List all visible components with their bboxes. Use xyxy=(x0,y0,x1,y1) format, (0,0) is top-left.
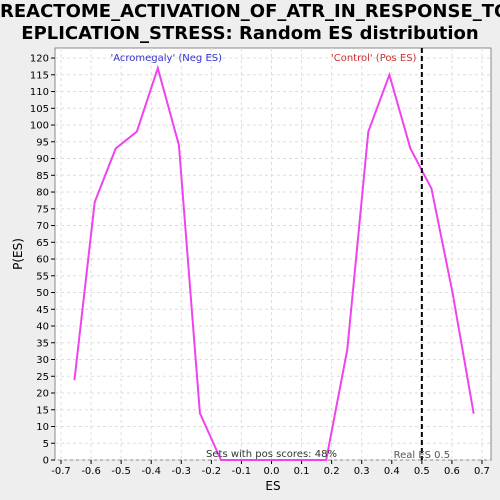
y-tick-label: 90 xyxy=(36,154,49,165)
es-distribution-line xyxy=(73,64,475,461)
y-tick-label: 10 xyxy=(36,422,49,433)
x-tick-label: 0.7 xyxy=(474,466,490,477)
data-point xyxy=(93,201,96,203)
y-tick-label: 110 xyxy=(30,87,49,98)
real-es-label: Real ES 0.5 xyxy=(394,450,450,461)
y-tick-label: 95 xyxy=(36,137,49,148)
x-tick-label: 0.5 xyxy=(414,466,430,477)
y-tick-label: 50 xyxy=(36,288,49,299)
y-tick-label: 15 xyxy=(36,405,49,416)
data-point xyxy=(367,130,370,133)
y-tick-label: 65 xyxy=(36,238,49,249)
y-tick-label: 100 xyxy=(30,121,49,132)
y-tick-label: 120 xyxy=(30,54,49,65)
x-tick-label: 0.4 xyxy=(384,466,400,477)
x-tick-label: -0.4 xyxy=(141,466,161,477)
y-tick-label: 85 xyxy=(36,171,49,182)
y-tick-label: 25 xyxy=(36,372,49,383)
grid-lines xyxy=(55,48,491,461)
data-point xyxy=(114,147,117,150)
x-tick-label: -0.2 xyxy=(202,466,222,477)
y-tick-label: 115 xyxy=(30,70,49,81)
pos-scores-label: Sets with pos scores: 48% xyxy=(206,449,337,460)
pos-es-label: 'Control' (Pos ES) xyxy=(331,53,417,64)
y-tick-label: 5 xyxy=(43,439,49,450)
y-tick-label: 0 xyxy=(43,456,49,467)
data-point xyxy=(135,130,138,133)
y-tick-label: 70 xyxy=(36,221,49,232)
x-tick-label: -0.3 xyxy=(172,466,192,477)
y-tick-label: 45 xyxy=(36,305,49,316)
data-point xyxy=(388,73,391,76)
series-layer xyxy=(73,64,475,461)
data-point xyxy=(262,459,264,461)
y-axis-title: P(ES) xyxy=(11,238,25,270)
data-point xyxy=(409,147,412,150)
y-tick-label: 60 xyxy=(36,255,49,266)
x-tick-label: 0.1 xyxy=(294,466,310,477)
y-tick-label: 75 xyxy=(36,204,49,215)
x-tick-label: 0.0 xyxy=(264,466,280,477)
y-axis: 0 5 10 15 20 25 30 35 40 45 50 55 60 65 70 75 80 85 90 95 10… xyxy=(30,54,55,467)
x-tick-label: 0.6 xyxy=(444,466,460,477)
data-point xyxy=(325,459,328,461)
x-tick-label: -0.5 xyxy=(111,466,131,477)
data-point xyxy=(157,67,159,69)
x-tick-label: 0.2 xyxy=(324,466,340,477)
neg-es-label: 'Acromegaly' (Neg ES) xyxy=(110,53,222,64)
x-tick-label: 0.3 xyxy=(354,466,370,477)
x-axis: -0.7 -0.6 -0.5 -0.4 -0.3 -0.2 -0.1 0.0 0.1 0.2 0.3… xyxy=(51,460,490,477)
data-point xyxy=(451,291,454,294)
y-tick-label: 80 xyxy=(36,188,49,199)
data-point xyxy=(241,459,243,461)
data-point xyxy=(472,412,475,414)
data-point xyxy=(430,187,433,190)
data-point xyxy=(220,459,222,461)
data-point xyxy=(199,412,201,414)
x-tick-label: -0.1 xyxy=(232,466,252,477)
x-tick-label: -0.7 xyxy=(51,466,71,477)
y-tick-label: 20 xyxy=(36,389,49,400)
data-point xyxy=(346,348,349,351)
x-tick-label: -0.6 xyxy=(81,466,101,477)
x-axis-title: ES xyxy=(265,479,280,493)
chart-title-line-2: EPLICATION_STRESS: Random ES distributio… xyxy=(21,23,479,44)
y-tick-label: 105 xyxy=(30,104,49,115)
y-tick-label: 30 xyxy=(36,355,49,366)
data-point xyxy=(73,378,76,381)
data-point xyxy=(283,459,285,461)
y-tick-label: 40 xyxy=(36,322,49,333)
data-point xyxy=(178,144,180,146)
y-tick-label: 55 xyxy=(36,271,49,282)
plot-area xyxy=(54,47,492,461)
data-point xyxy=(304,459,306,461)
y-tick-label: 35 xyxy=(36,338,49,349)
chart-title-line-1: REACTOME_ACTIVATION_OF_ATR_IN_RESPONSE_T… xyxy=(0,1,500,22)
chart-title: REACTOME_ACTIVATION_OF_ATR_IN_RESPONSE_T… xyxy=(0,1,500,45)
